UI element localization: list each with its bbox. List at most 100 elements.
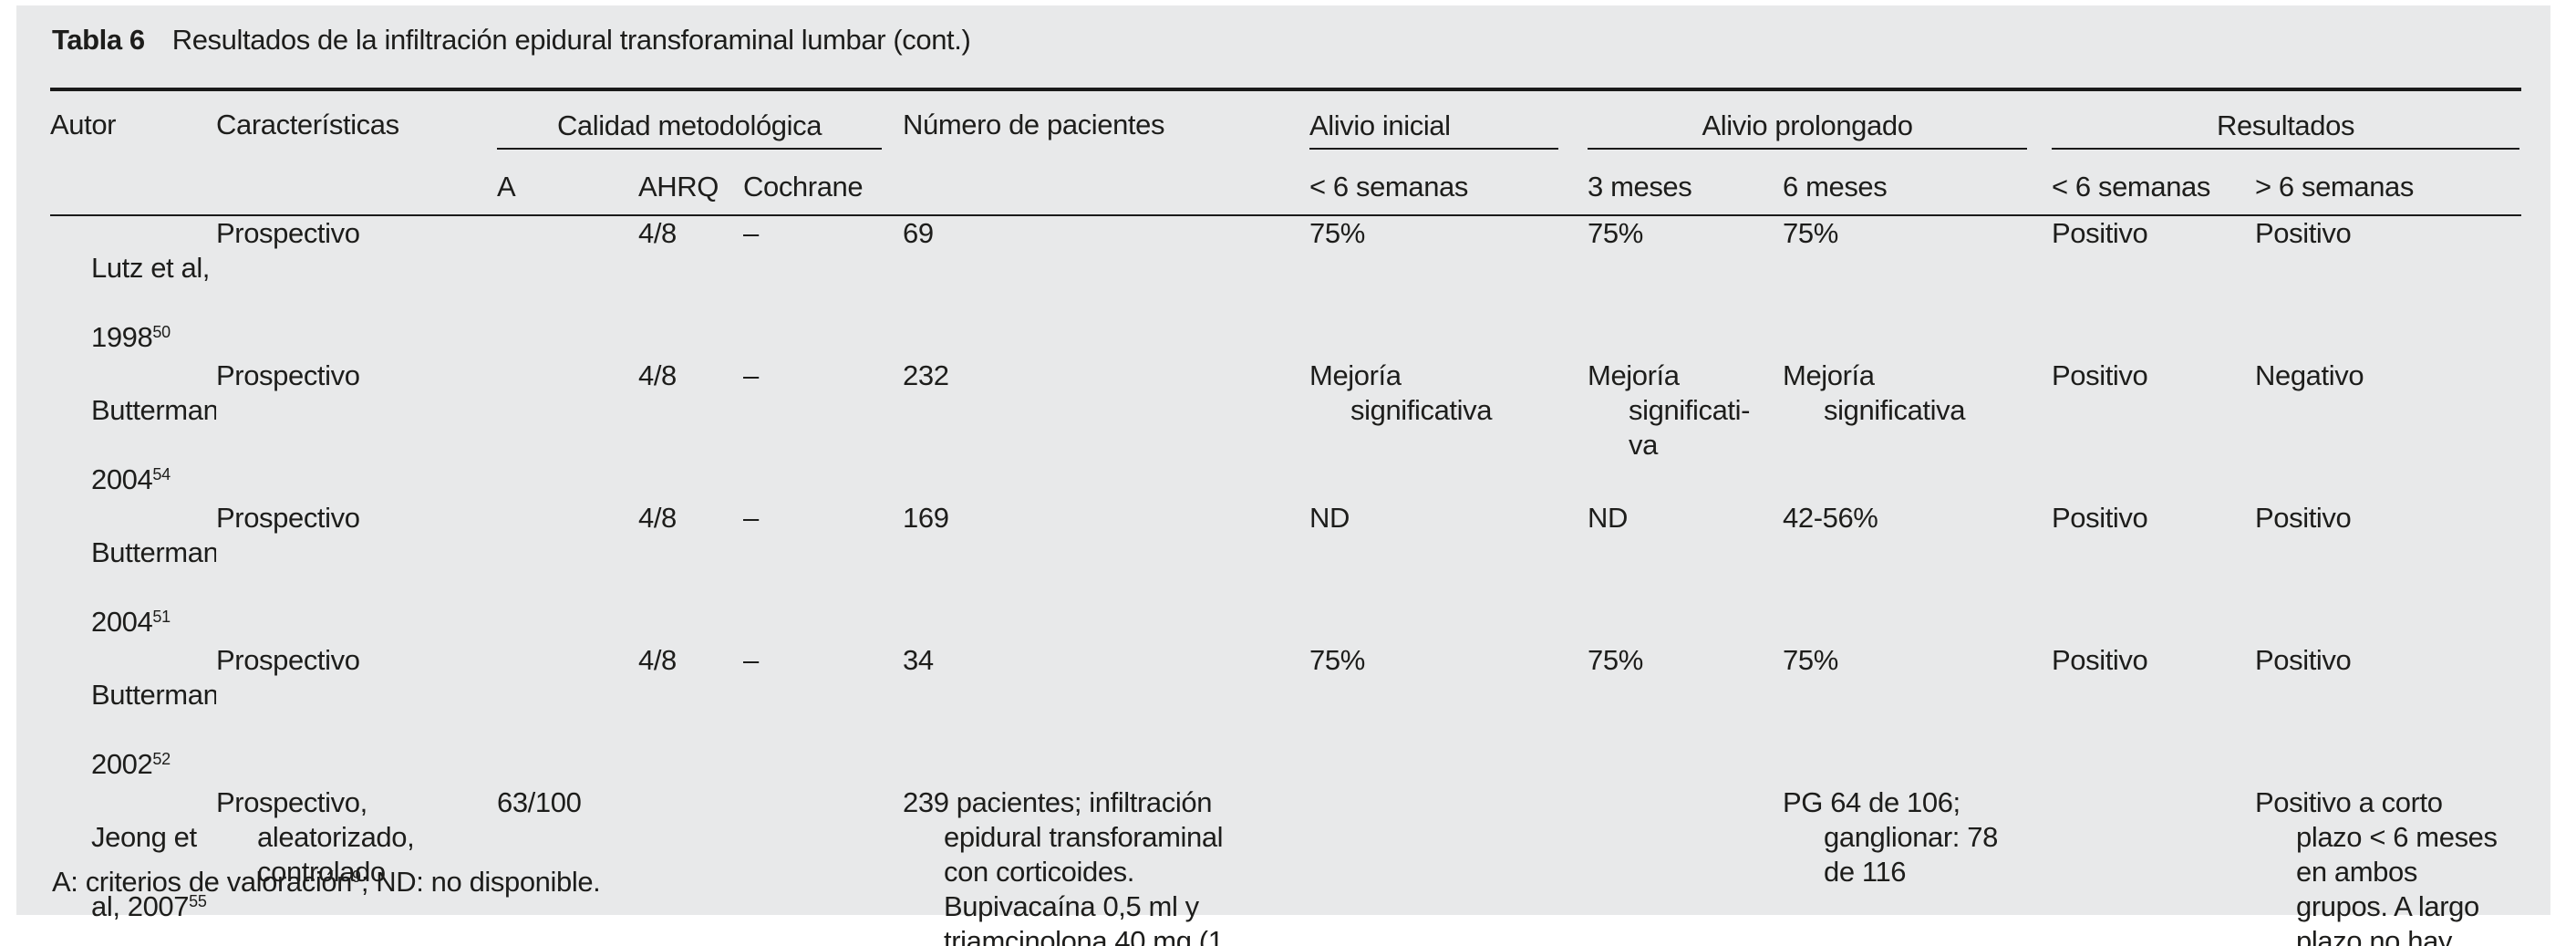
table-footnote: A: criterios de valoración9; ND: no disp…: [52, 865, 601, 903]
reference-superscript: 54: [152, 465, 171, 484]
numero-pacientes-cell: 232: [903, 359, 949, 391]
resultado-lt-6-semanas-cell: Positivo: [2052, 502, 2148, 534]
author-year: al, 2007: [91, 890, 190, 922]
author-name: Lutz et al,: [91, 252, 211, 284]
calidad-cochrane-cell: –: [743, 217, 759, 249]
group-header-calidad-metodologica: Calidad metodológica: [497, 89, 903, 150]
sub-header-3-meses: 3 meses: [1588, 150, 1784, 216]
table-title-text: Resultados de la infiltración epidural t…: [171, 24, 971, 56]
alivio-inicial-cell: ND: [1309, 502, 1350, 534]
caracteristicas-cell: Prospectivo: [216, 217, 360, 249]
alivio-3-meses-cell: ND: [1588, 502, 1628, 534]
calidad-a-cell: [497, 501, 638, 643]
author-name: Butterman,: [91, 679, 216, 711]
calidad-a-cell: [497, 643, 638, 785]
calidad-ahrq-cell: 4/8: [638, 359, 677, 391]
author-cell: Butterman, 200252: [50, 643, 216, 785]
author-name: Butterman,: [91, 536, 216, 568]
resultado-gt-6-semanas-cell: Positivo: [2255, 217, 2352, 249]
resultado-gt-6-semanas-cell: Positivo a corto plazo < 6 meses en ambo…: [2255, 786, 2498, 946]
caracteristicas-cell: Prospectivo: [216, 502, 360, 534]
group-label-alivio-prolongado: Alivio prolongado: [1588, 109, 2028, 150]
resultado-lt-6-semanas-cell: Positivo: [2052, 644, 2148, 676]
numero-pacientes-cell: 34: [903, 644, 934, 676]
sub-header-ahrq: AHRQ: [638, 150, 743, 216]
sub-header-row: A AHRQ Cochrane < 6 semanas 3 meses 6 me…: [50, 150, 2522, 216]
sub-header-resultados-gt-6-semanas: > 6 semanas: [2255, 150, 2522, 216]
group-label-resultados: Resultados: [2052, 109, 2520, 150]
author-cell: Butterman, 200454: [50, 359, 216, 501]
group-label-alivio-inicial: Alivio inicial: [1309, 109, 1559, 150]
sub-header-a: A: [497, 150, 638, 216]
alivio-6-meses-cell: 75%: [1783, 217, 1838, 249]
table-row: Butterman, 200451 Prospectivo 4/8 – 169 …: [50, 501, 2521, 643]
group-header-resultados: Resultados: [2052, 89, 2521, 150]
calidad-cochrane-cell: –: [743, 644, 759, 676]
column-header-caracteristicas: Características: [216, 89, 497, 216]
alivio-3-meses-cell: Mejoría significati- va: [1588, 359, 1751, 461]
alivio-3-meses-cell: 75%: [1588, 217, 1643, 249]
numero-pacientes-cell: 69: [903, 217, 934, 249]
column-header-numero-pacientes: Número de pacientes: [903, 89, 1310, 216]
author-year: 2004: [91, 606, 153, 638]
column-header-autor: Autor: [50, 89, 216, 216]
table-row: Butterman, 200454 Prospectivo 4/8 – 232 …: [50, 359, 2521, 501]
table-row: Jeong et al, 200755 Prospectivo, aleator…: [50, 785, 2521, 946]
resultado-gt-6-semanas-cell: Negativo: [2255, 359, 2364, 391]
sub-header-resultados-lt-6-semanas: < 6 semanas: [2052, 150, 2256, 216]
calidad-cochrane-cell: –: [743, 502, 759, 534]
table-row: Butterman, 200252 Prospectivo 4/8 – 34 7…: [50, 643, 2521, 785]
alivio-6-meses-cell: PG 64 de 106; ganglionar: 78 de 116: [1783, 786, 1998, 888]
alivio-6-meses-cell: 42-56%: [1783, 502, 1878, 534]
footnote-reference-superscript: 9: [352, 868, 361, 887]
table-number-label: Tabla 6: [52, 24, 145, 56]
calidad-ahrq-cell: 4/8: [638, 217, 677, 249]
reference-superscript: 51: [152, 608, 171, 627]
caracteristicas-cell: Prospectivo, aleatorizado, controlado: [216, 786, 415, 888]
sub-header-cochrane: Cochrane: [743, 150, 904, 216]
reference-superscript: 52: [152, 750, 171, 769]
footnote-text: ; ND: no disponible.: [360, 866, 601, 898]
resultado-lt-6-semanas-cell: Positivo: [2052, 359, 2148, 391]
author-cell: Lutz et al, 199850: [50, 215, 216, 359]
caracteristicas-cell: Prospectivo: [216, 644, 360, 676]
author-name: Jeong et: [91, 821, 197, 853]
calidad-ahrq-cell: 4/8: [638, 502, 677, 534]
alivio-inicial-cell: 75%: [1309, 217, 1365, 249]
reference-superscript: 55: [189, 892, 207, 911]
author-cell: Butterman, 200451: [50, 501, 216, 643]
author-year: 2002: [91, 748, 153, 780]
calidad-cochrane-cell: [743, 785, 903, 946]
group-label-calidad: Calidad metodológica: [497, 109, 883, 150]
calidad-ahrq-cell: 4/8: [638, 644, 677, 676]
table-title: Tabla 6 Resultados de la infiltración epi…: [52, 22, 971, 58]
author-name: Butterman,: [91, 394, 216, 426]
resultado-gt-6-semanas-cell: Positivo: [2255, 502, 2352, 534]
alivio-inicial-cell: [1309, 785, 1588, 946]
calidad-a-cell: 63/100: [497, 786, 582, 818]
footnote-text: A: criterios de valoración: [52, 866, 353, 898]
calidad-ahrq-cell: [638, 785, 743, 946]
results-table: Autor Características Calidad metodológi…: [50, 88, 2522, 946]
numero-pacientes-cell: 239 pacientes; infiltración epidural tra…: [903, 786, 1224, 946]
alivio-6-meses-cell: 75%: [1783, 644, 1838, 676]
resultado-gt-6-semanas-cell: Positivo: [2255, 644, 2352, 676]
table-row: Lutz et al, 199850 Prospectivo 4/8 – 69 …: [50, 215, 2521, 359]
alivio-inicial-cell: Mejoría significativa: [1309, 359, 1493, 426]
calidad-a-cell: [497, 359, 638, 501]
alivio-inicial-cell: 75%: [1309, 644, 1365, 676]
author-year: 1998: [91, 321, 153, 353]
resultado-lt-6-semanas-cell: Positivo: [2052, 217, 2148, 249]
calidad-cochrane-cell: –: [743, 359, 759, 391]
group-header-row: Autor Características Calidad metodológi…: [50, 89, 2521, 216]
author-cell: Jeong et al, 200755: [50, 785, 216, 946]
caracteristicas-cell: Prospectivo: [216, 359, 360, 391]
calidad-a-cell: [497, 215, 638, 359]
group-header-alivio-prolongado: Alivio prolongado: [1588, 89, 2052, 150]
alivio-3-meses-cell: 75%: [1588, 644, 1643, 676]
reference-superscript: 50: [152, 323, 171, 342]
sub-header-6-meses: 6 meses: [1783, 150, 2053, 216]
alivio-3-meses-cell: [1588, 785, 1783, 946]
author-year: 2004: [91, 463, 153, 495]
